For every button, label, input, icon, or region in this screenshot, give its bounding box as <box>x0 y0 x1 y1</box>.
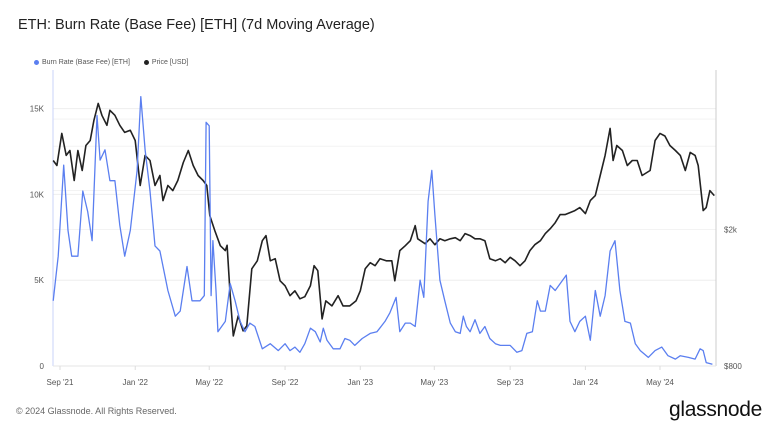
y-right-tick-label: $800 <box>724 362 742 371</box>
x-tick-label: Jan '23 <box>348 378 374 387</box>
x-tick-label: May '23 <box>420 378 448 387</box>
x-tick-label: May '24 <box>646 378 674 387</box>
legend-label: Price [USD] <box>151 59 189 66</box>
glassnode-logo: glassnode <box>669 398 763 421</box>
copyright: © 2024 Glassnode. All Rights Reserved. <box>16 406 177 416</box>
y-left-tick-label: 10K <box>30 190 45 199</box>
x-tick-label: Jan '22 <box>122 378 148 387</box>
x-tick-label: May '22 <box>195 378 223 387</box>
y-left-tick-label: 0 <box>40 362 45 371</box>
legend-dot-icon <box>143 60 149 65</box>
x-tick-label: Jan '24 <box>573 378 599 387</box>
legend-item-price[interactable]: Price [USD] <box>143 59 189 66</box>
x-tick-label: Sep '21 <box>47 378 74 387</box>
price-line <box>52 102 715 337</box>
y-left-tick-label: 15K <box>30 105 45 114</box>
x-tick-label: Sep '23 <box>497 378 524 387</box>
y-right-tick-label: $2k <box>724 226 738 235</box>
legend-dot-icon <box>34 60 39 65</box>
chart-title: ETH: Burn Rate (Base Fee) [ETH] (7d Movi… <box>18 17 375 33</box>
y-left-tick-label: 5K <box>34 276 44 285</box>
legend-label: Burn Rate (Base Fee) [ETH] <box>42 59 130 66</box>
x-tick-label: Sep '22 <box>272 378 299 387</box>
legend: Burn Rate (Base Fee) [ETH] Price [USD] <box>34 59 188 66</box>
legend-item-burn-rate[interactable]: Burn Rate (Base Fee) [ETH] <box>34 59 130 66</box>
burn-rate-line <box>52 95 713 365</box>
